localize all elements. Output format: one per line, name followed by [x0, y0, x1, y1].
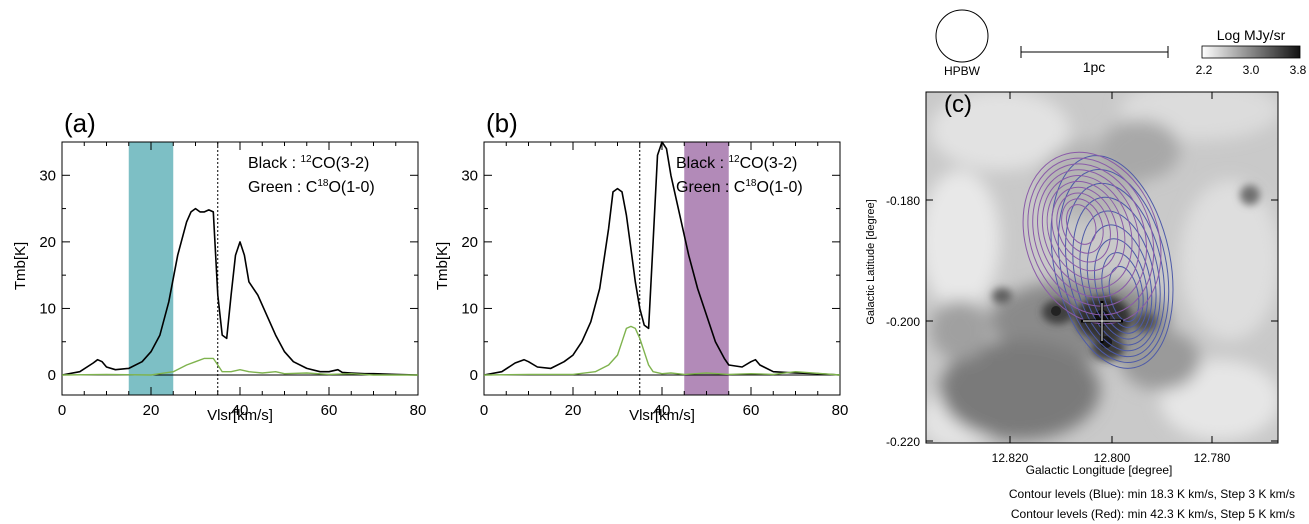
x-tick-label: 80 [832, 402, 849, 419]
x-tick-label: 40 [232, 402, 249, 419]
series-line-c18o [483, 325, 841, 376]
beam-circle [935, 9, 989, 63]
x-tick-label: 40 [654, 402, 671, 419]
panel-b-legend-black: Black : 12CO(3-2) [676, 154, 797, 172]
colorbar [1201, 45, 1301, 59]
panel-b-ylabel: Tmb[K] [434, 242, 451, 290]
y-tick-label: 30 [39, 167, 56, 184]
panel-a-shaded-band [128, 142, 174, 395]
contour-red [1046, 180, 1126, 281]
colorbar-label: Log MJy/sr [1217, 27, 1286, 43]
panel-c-ytick: -0.180 [886, 194, 920, 208]
contour-red [1041, 175, 1133, 289]
panel-c-frame [925, 91, 1279, 444]
contours [1022, 151, 1174, 369]
panel-a-ylabel: Tmb[K] [12, 242, 29, 290]
panel-c-ytick: -0.220 [886, 435, 920, 449]
x-tick-label: 20 [143, 402, 160, 419]
panel-b-axes: 0 20 40 60 80 0 10 20 30 [461, 141, 849, 419]
panel-c-xtick: 12.820 [992, 451, 1029, 465]
panel-c-xlabel: Galactic Longitude [degree] [1026, 463, 1173, 477]
contour-red [1061, 198, 1104, 254]
series-line-12co [61, 207, 419, 376]
contour-red [1056, 192, 1111, 263]
panel-c-ytick: -0.200 [886, 315, 920, 329]
panel-c-xtick: 12.800 [1094, 451, 1131, 465]
y-tick-label: 0 [48, 367, 56, 384]
contour-red [1051, 186, 1119, 272]
x-tick-label: 0 [480, 402, 488, 419]
panel-a-label: (a) [64, 108, 96, 138]
panel-a-axes: 0 20 40 60 80 0 10 20 30 [39, 141, 427, 419]
x-tick-label: 0 [58, 402, 66, 419]
y-tick-label: 0 [470, 367, 478, 384]
panel-c-ticks [926, 92, 1278, 443]
scale-bar-label: 1pc [1083, 59, 1106, 75]
contour-red [1027, 157, 1155, 316]
x-tick-label: 60 [743, 402, 760, 419]
panel-a-series [61, 207, 419, 376]
y-tick-label: 10 [39, 300, 56, 317]
panel-a-xlabel: Vlsr[km/s] [207, 407, 273, 424]
panel-a: (a) 0 20 40 60 80 0 10 20 30 Vlsr[km/s] Tmb[K] B… [12, 108, 426, 424]
panel-b: (b) 0 20 40 60 80 0 10 20 30 Vlsr[km/s] Tmb[K] B… [434, 108, 848, 424]
panel-a-legend-green: Green : C18O(1-0) [248, 178, 375, 196]
panel-c-xtick: 12.780 [1194, 451, 1231, 465]
contour-red [1037, 169, 1140, 298]
x-tick-label: 80 [410, 402, 427, 419]
x-tick-label: 60 [321, 402, 338, 419]
panel-c: HPBW 1pc Log MJy/sr 2.2 3.0 3.8 [865, 9, 1307, 521]
contour-red [1065, 204, 1097, 245]
scale-bar [1020, 46, 1169, 58]
contour-note-blue: Contour levels (Blue): min 18.3 K km/s, … [1009, 487, 1295, 501]
y-tick-label: 30 [461, 167, 478, 184]
y-tick-label: 10 [461, 300, 478, 317]
panel-c-ylabel: Galactic Latitude [degree] [865, 199, 877, 324]
contour-blue [1057, 169, 1170, 363]
contour-blue [1094, 238, 1148, 334]
y-tick-label: 20 [39, 234, 56, 251]
x-tick-label: 20 [565, 402, 582, 419]
source-cross-marker [1081, 301, 1123, 343]
contour-note-red: Contour levels (Red): min 42.3 K km/s, S… [1011, 507, 1295, 521]
contour-red [1032, 163, 1147, 307]
colorbar-tick: 3.8 [1290, 63, 1307, 77]
colorbar-tick: 2.2 [1196, 63, 1213, 77]
y-tick-label: 20 [461, 234, 478, 251]
panel-b-series [483, 141, 841, 376]
beam-label: HPBW [944, 64, 981, 78]
series-line-12co [483, 141, 841, 376]
infrared-image [926, 92, 1278, 443]
panel-c-label: (c) [944, 91, 972, 118]
panel-b-xlabel: Vlsr[km/s] [629, 407, 695, 424]
series-line-c18o [61, 357, 418, 376]
panel-b-legend-green: Green : C18O(1-0) [676, 178, 803, 196]
panel-b-label: (b) [486, 108, 518, 138]
panel-a-legend-black: Black : 12CO(3-2) [248, 154, 369, 172]
colorbar-tick: 3.0 [1243, 63, 1260, 77]
